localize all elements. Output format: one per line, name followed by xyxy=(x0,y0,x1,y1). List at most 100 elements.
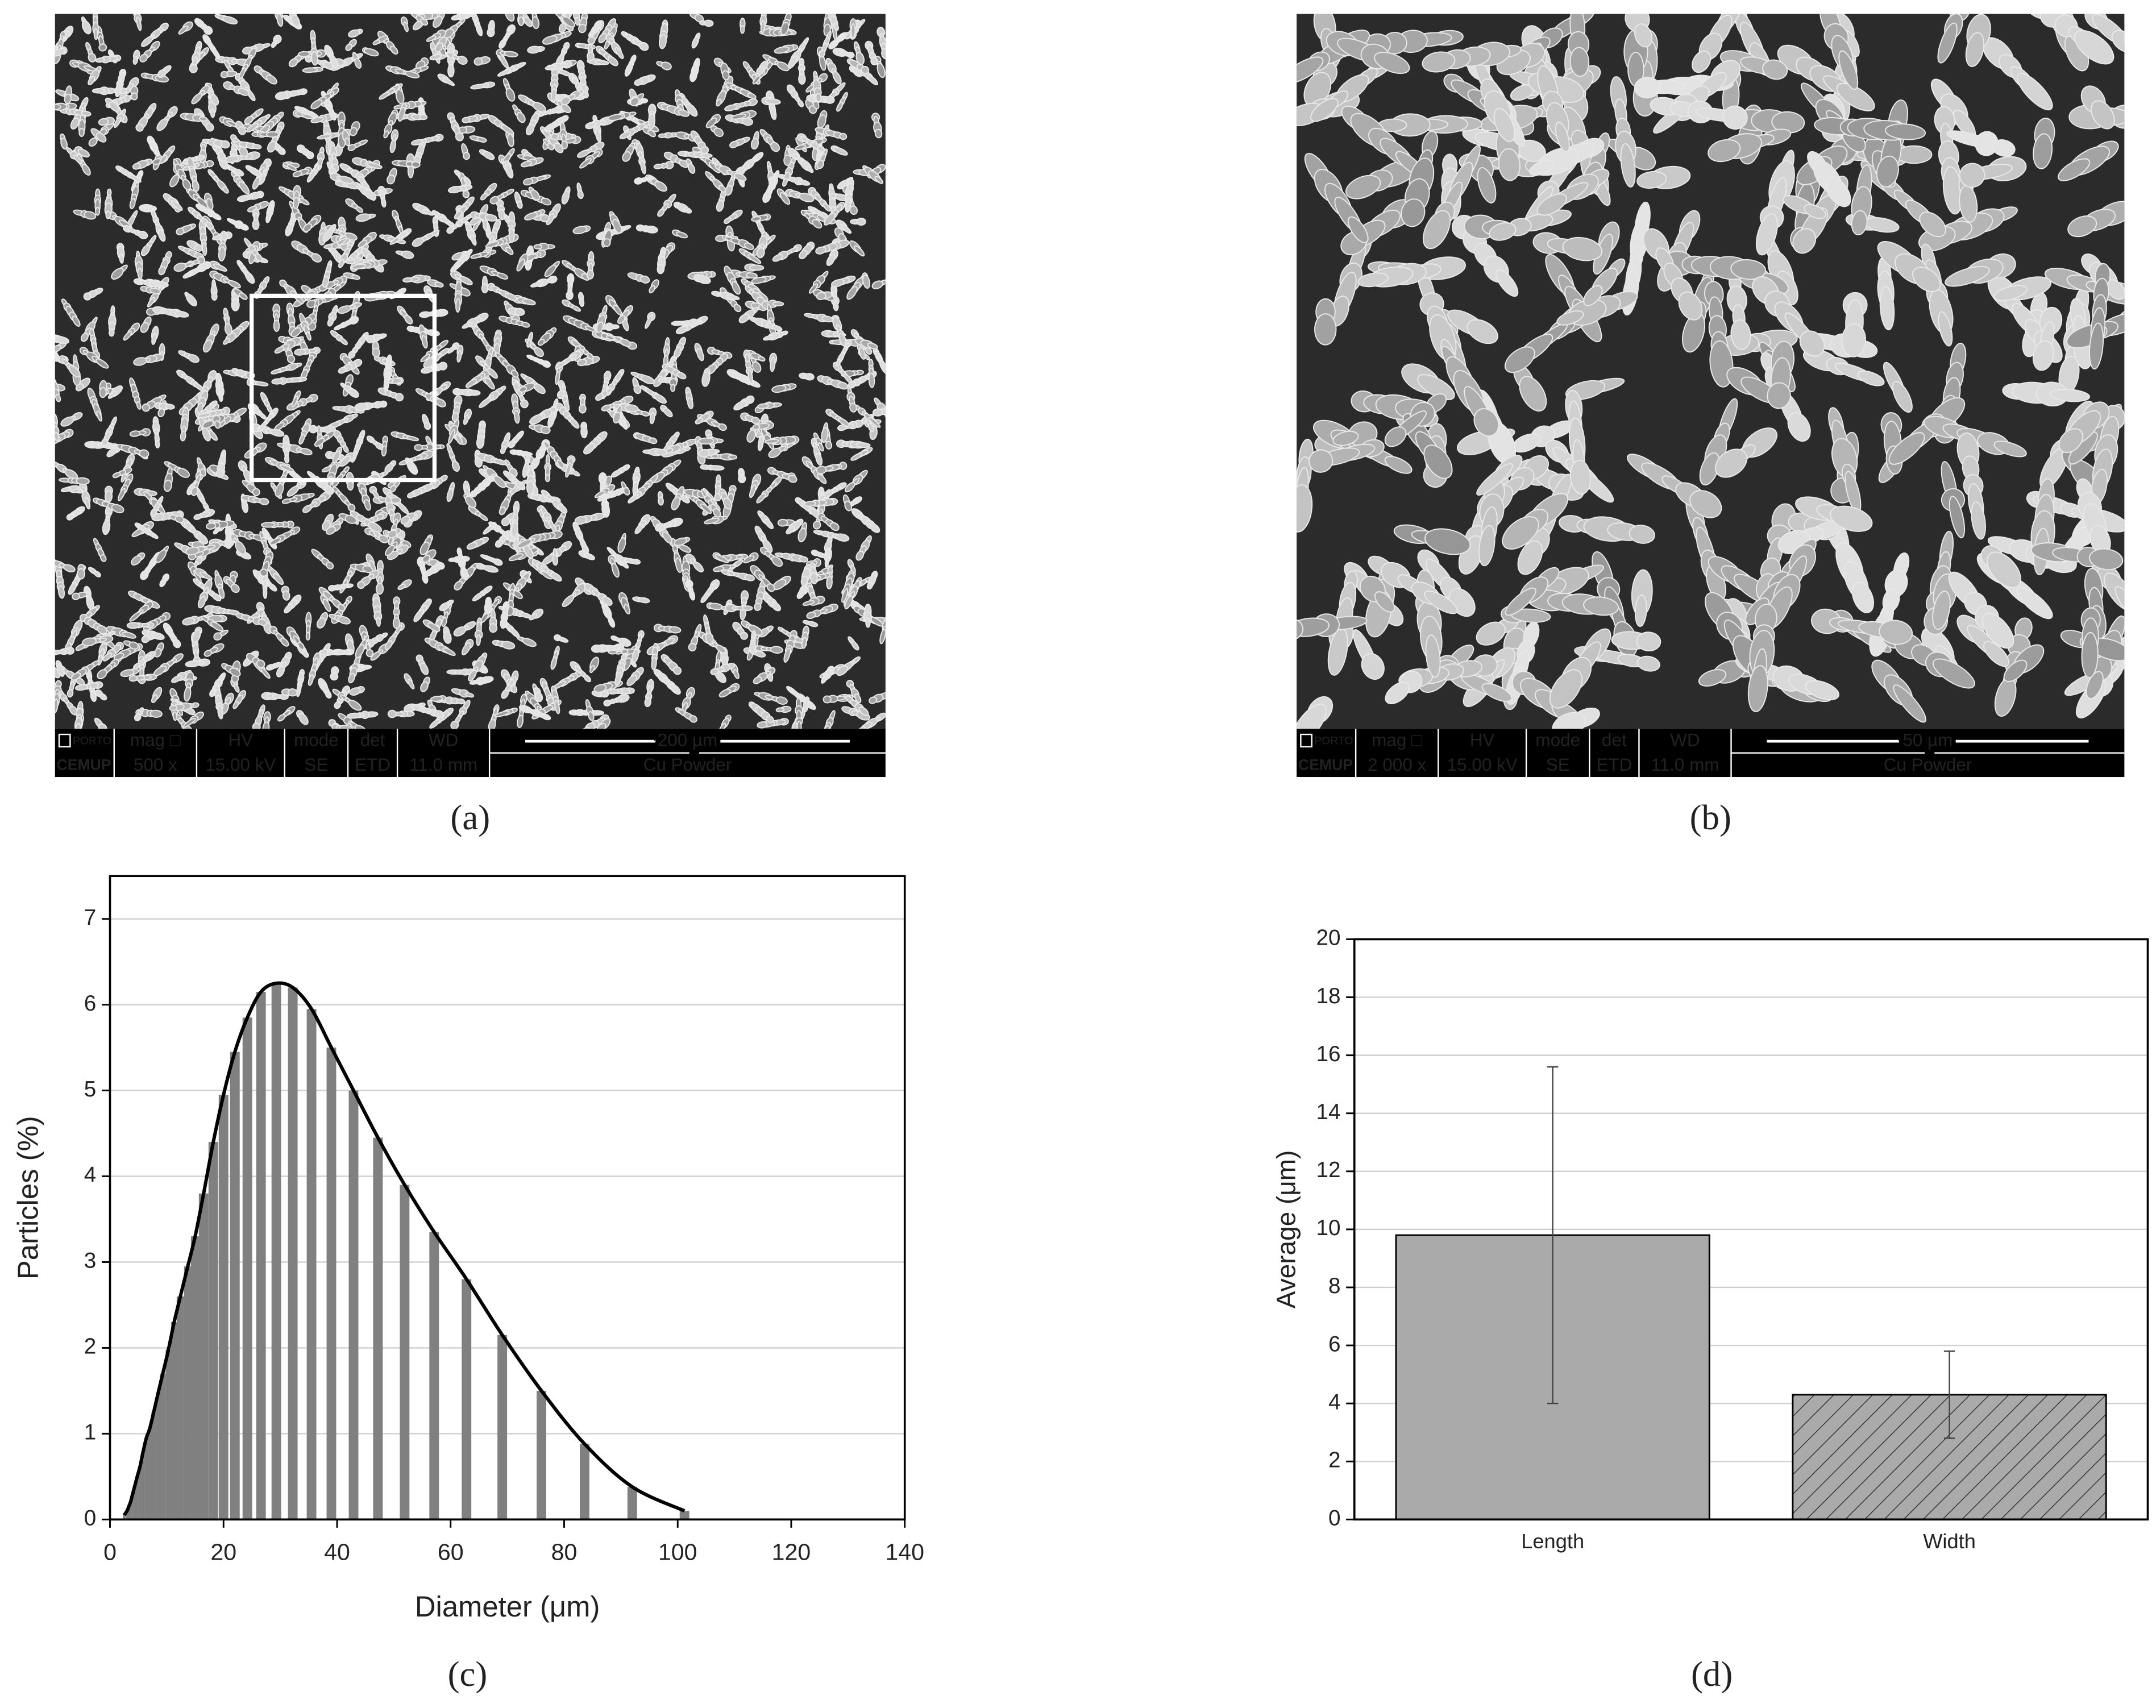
particle xyxy=(274,14,281,16)
particle xyxy=(550,132,559,140)
particle xyxy=(611,562,620,578)
particle xyxy=(334,701,341,709)
info-value: 11.0 mm xyxy=(409,755,477,775)
particle xyxy=(561,140,568,149)
particle xyxy=(578,23,587,34)
particle xyxy=(466,542,478,550)
particle xyxy=(487,28,495,38)
particle xyxy=(749,484,757,498)
sem-image xyxy=(40,2,898,729)
particle xyxy=(749,264,765,271)
particle xyxy=(105,210,111,219)
info-value: 500 x xyxy=(134,755,177,775)
particle xyxy=(540,214,550,223)
info-label: WD xyxy=(429,730,458,750)
particle xyxy=(772,301,784,307)
particle xyxy=(833,301,839,311)
particle xyxy=(798,73,806,85)
particle xyxy=(100,554,107,562)
particle xyxy=(526,480,535,495)
info-label: mode xyxy=(294,730,339,750)
particle xyxy=(775,707,785,713)
particle xyxy=(658,133,667,138)
panel-label: (b) xyxy=(1690,797,1731,837)
particle xyxy=(708,465,725,471)
particle xyxy=(76,568,85,580)
particle xyxy=(580,84,588,92)
particle xyxy=(846,51,855,59)
particle xyxy=(777,518,788,527)
particle xyxy=(752,423,761,430)
particle xyxy=(93,28,98,40)
particle xyxy=(587,51,595,61)
particle xyxy=(644,697,651,707)
particle xyxy=(545,474,551,483)
particle xyxy=(456,698,466,705)
info-label: HV xyxy=(228,730,253,750)
particle xyxy=(252,488,260,496)
particle xyxy=(43,557,53,564)
particle xyxy=(220,70,229,78)
particle xyxy=(552,554,559,566)
info-value: ETD xyxy=(355,755,391,775)
particle xyxy=(476,634,481,646)
particle xyxy=(390,45,398,55)
particle xyxy=(508,227,515,243)
particle xyxy=(481,283,489,294)
info-value: SE xyxy=(304,755,328,775)
particle xyxy=(387,709,397,718)
particle xyxy=(551,88,557,102)
particle xyxy=(606,688,620,695)
particle xyxy=(80,333,89,342)
particle xyxy=(44,105,53,110)
particle xyxy=(172,711,178,721)
particle xyxy=(516,112,526,123)
particle xyxy=(466,389,481,396)
particle xyxy=(742,605,753,612)
particle xyxy=(149,709,163,718)
particle xyxy=(518,16,525,26)
particle xyxy=(99,387,107,398)
particle xyxy=(728,454,738,460)
particle xyxy=(40,382,54,389)
particle xyxy=(263,585,268,599)
particle xyxy=(104,490,113,503)
particle xyxy=(578,404,587,414)
particle xyxy=(165,404,175,410)
particle xyxy=(647,113,655,130)
particle xyxy=(273,319,280,332)
particle xyxy=(484,601,492,615)
info-label: det xyxy=(360,730,385,750)
particle xyxy=(566,290,574,301)
particle xyxy=(422,209,434,216)
particle xyxy=(580,425,588,439)
particle xyxy=(542,35,558,45)
particle xyxy=(411,161,421,168)
particle xyxy=(327,585,337,592)
particle xyxy=(455,298,461,313)
particle xyxy=(130,92,138,101)
particle xyxy=(868,372,875,388)
particle xyxy=(44,439,53,446)
particle xyxy=(889,689,898,696)
particle xyxy=(499,506,506,516)
particle xyxy=(231,298,240,311)
particle xyxy=(419,541,430,555)
particle xyxy=(228,280,241,289)
particle xyxy=(293,197,300,209)
particle xyxy=(109,328,115,337)
particle xyxy=(551,2,560,11)
particle xyxy=(700,153,713,158)
particle xyxy=(265,131,280,138)
particle xyxy=(224,537,233,549)
particle xyxy=(148,205,157,211)
particle xyxy=(865,617,871,628)
particle xyxy=(95,206,101,216)
particle xyxy=(586,269,595,280)
particle xyxy=(92,88,106,94)
particle xyxy=(252,219,260,230)
logo-text: PORTO xyxy=(73,734,111,747)
particle xyxy=(876,63,886,78)
info-value: 15.00 kV xyxy=(205,755,276,775)
